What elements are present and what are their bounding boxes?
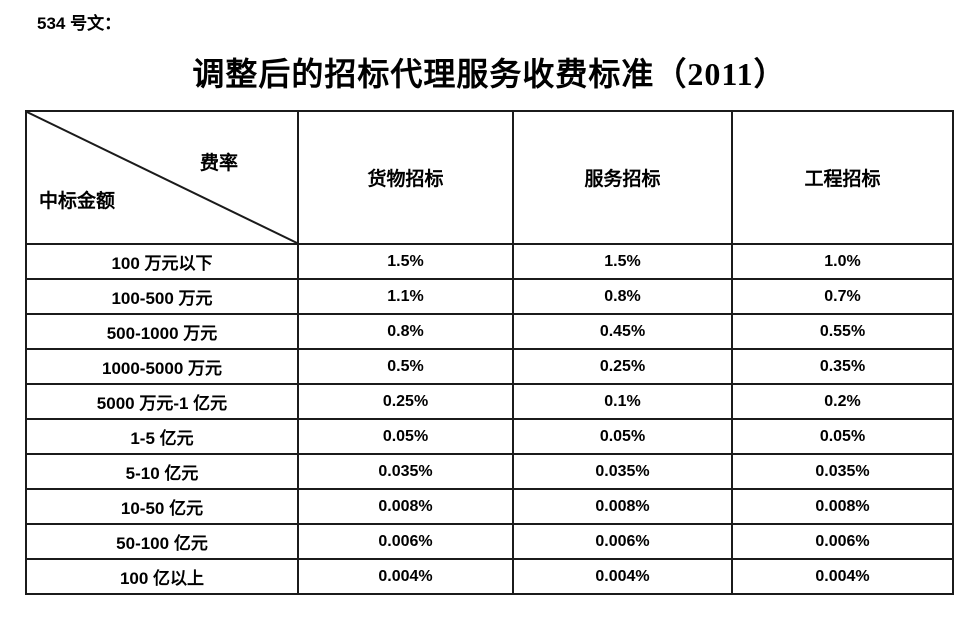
- rate-cell: 1.1%: [297, 278, 514, 315]
- rate-cell: 0.8%: [297, 313, 514, 350]
- rate-cell: 0.55%: [731, 313, 954, 350]
- table-row: 100-500 万元 1.1% 0.8% 0.7%: [25, 278, 954, 315]
- amount-range-cell: 500-1000 万元: [25, 313, 299, 350]
- rate-cell: 0.05%: [731, 418, 954, 455]
- corner-header-cell: 费率 中标金额: [25, 110, 299, 245]
- rate-cell: 1.5%: [512, 243, 733, 280]
- rate-cell: 0.5%: [297, 348, 514, 385]
- amount-range-cell: 100 亿以上: [25, 558, 299, 595]
- rate-cell: 0.45%: [512, 313, 733, 350]
- table-row: 500-1000 万元 0.8% 0.45% 0.55%: [25, 313, 954, 350]
- rate-cell: 0.1%: [512, 383, 733, 420]
- rate-cell: 0.006%: [297, 523, 514, 560]
- rate-cell: 0.004%: [731, 558, 954, 595]
- rate-cell: 0.035%: [512, 453, 733, 490]
- table-row: 100 亿以上 0.004% 0.004% 0.004%: [25, 558, 954, 595]
- corner-label-amount: 中标金额: [39, 191, 116, 212]
- doc-number-label: 534 号文：: [37, 14, 122, 33]
- rate-cell: 0.7%: [731, 278, 954, 315]
- amount-range-cell: 5-10 亿元: [25, 453, 299, 490]
- amount-range-cell: 5000 万元-1 亿元: [25, 383, 299, 420]
- amount-range-cell: 1000-5000 万元: [25, 348, 299, 385]
- table-row: 50-100 亿元 0.006% 0.006% 0.006%: [25, 523, 954, 560]
- fee-rate-table: 费率 中标金额 货物招标 服务招标 工程招标 100 万元以下 1.5% 1.5…: [25, 110, 954, 595]
- corner-label-rate: 费率: [200, 153, 239, 174]
- rate-cell: 0.006%: [512, 523, 733, 560]
- rate-cell: 0.05%: [512, 418, 733, 455]
- rate-cell: 0.006%: [731, 523, 954, 560]
- page-title: 调整后的招标代理服务收费标准（2011）: [192, 56, 787, 92]
- rate-cell: 1.0%: [731, 243, 954, 280]
- header-row: 费率 中标金额 货物招标 服务招标 工程招标: [25, 110, 954, 245]
- table-row: 10-50 亿元 0.008% 0.008% 0.008%: [25, 488, 954, 525]
- col-header-service-bidding: 服务招标: [512, 110, 733, 245]
- diagonal-divider-line: [28, 113, 296, 242]
- amount-range-cell: 50-100 亿元: [25, 523, 299, 560]
- rate-cell: 0.008%: [731, 488, 954, 525]
- amount-range-cell: 10-50 亿元: [25, 488, 299, 525]
- rate-cell: 0.8%: [512, 278, 733, 315]
- col-header-goods-bidding: 货物招标: [297, 110, 514, 245]
- col-header-engineering-bidding: 工程招标: [731, 110, 954, 245]
- table-row: 100 万元以下 1.5% 1.5% 1.0%: [25, 243, 954, 280]
- rate-cell: 0.008%: [297, 488, 514, 525]
- rate-cell: 1.5%: [297, 243, 514, 280]
- amount-range-cell: 100-500 万元: [25, 278, 299, 315]
- table-row: 5000 万元-1 亿元 0.25% 0.1% 0.2%: [25, 383, 954, 420]
- rate-cell: 0.25%: [512, 348, 733, 385]
- rate-cell: 0.008%: [512, 488, 733, 525]
- rate-cell: 0.004%: [297, 558, 514, 595]
- amount-range-cell: 100 万元以下: [25, 243, 299, 280]
- table-row: 5-10 亿元 0.035% 0.035% 0.035%: [25, 453, 954, 490]
- rate-cell: 0.035%: [297, 453, 514, 490]
- table-row: 1000-5000 万元 0.5% 0.25% 0.35%: [25, 348, 954, 385]
- table-row: 1-5 亿元 0.05% 0.05% 0.05%: [25, 418, 954, 455]
- rate-cell: 0.2%: [731, 383, 954, 420]
- rate-cell: 0.035%: [731, 453, 954, 490]
- rate-cell: 0.004%: [512, 558, 733, 595]
- rate-cell: 0.25%: [297, 383, 514, 420]
- rate-cell: 0.35%: [731, 348, 954, 385]
- amount-range-cell: 1-5 亿元: [25, 418, 299, 455]
- rate-cell: 0.05%: [297, 418, 514, 455]
